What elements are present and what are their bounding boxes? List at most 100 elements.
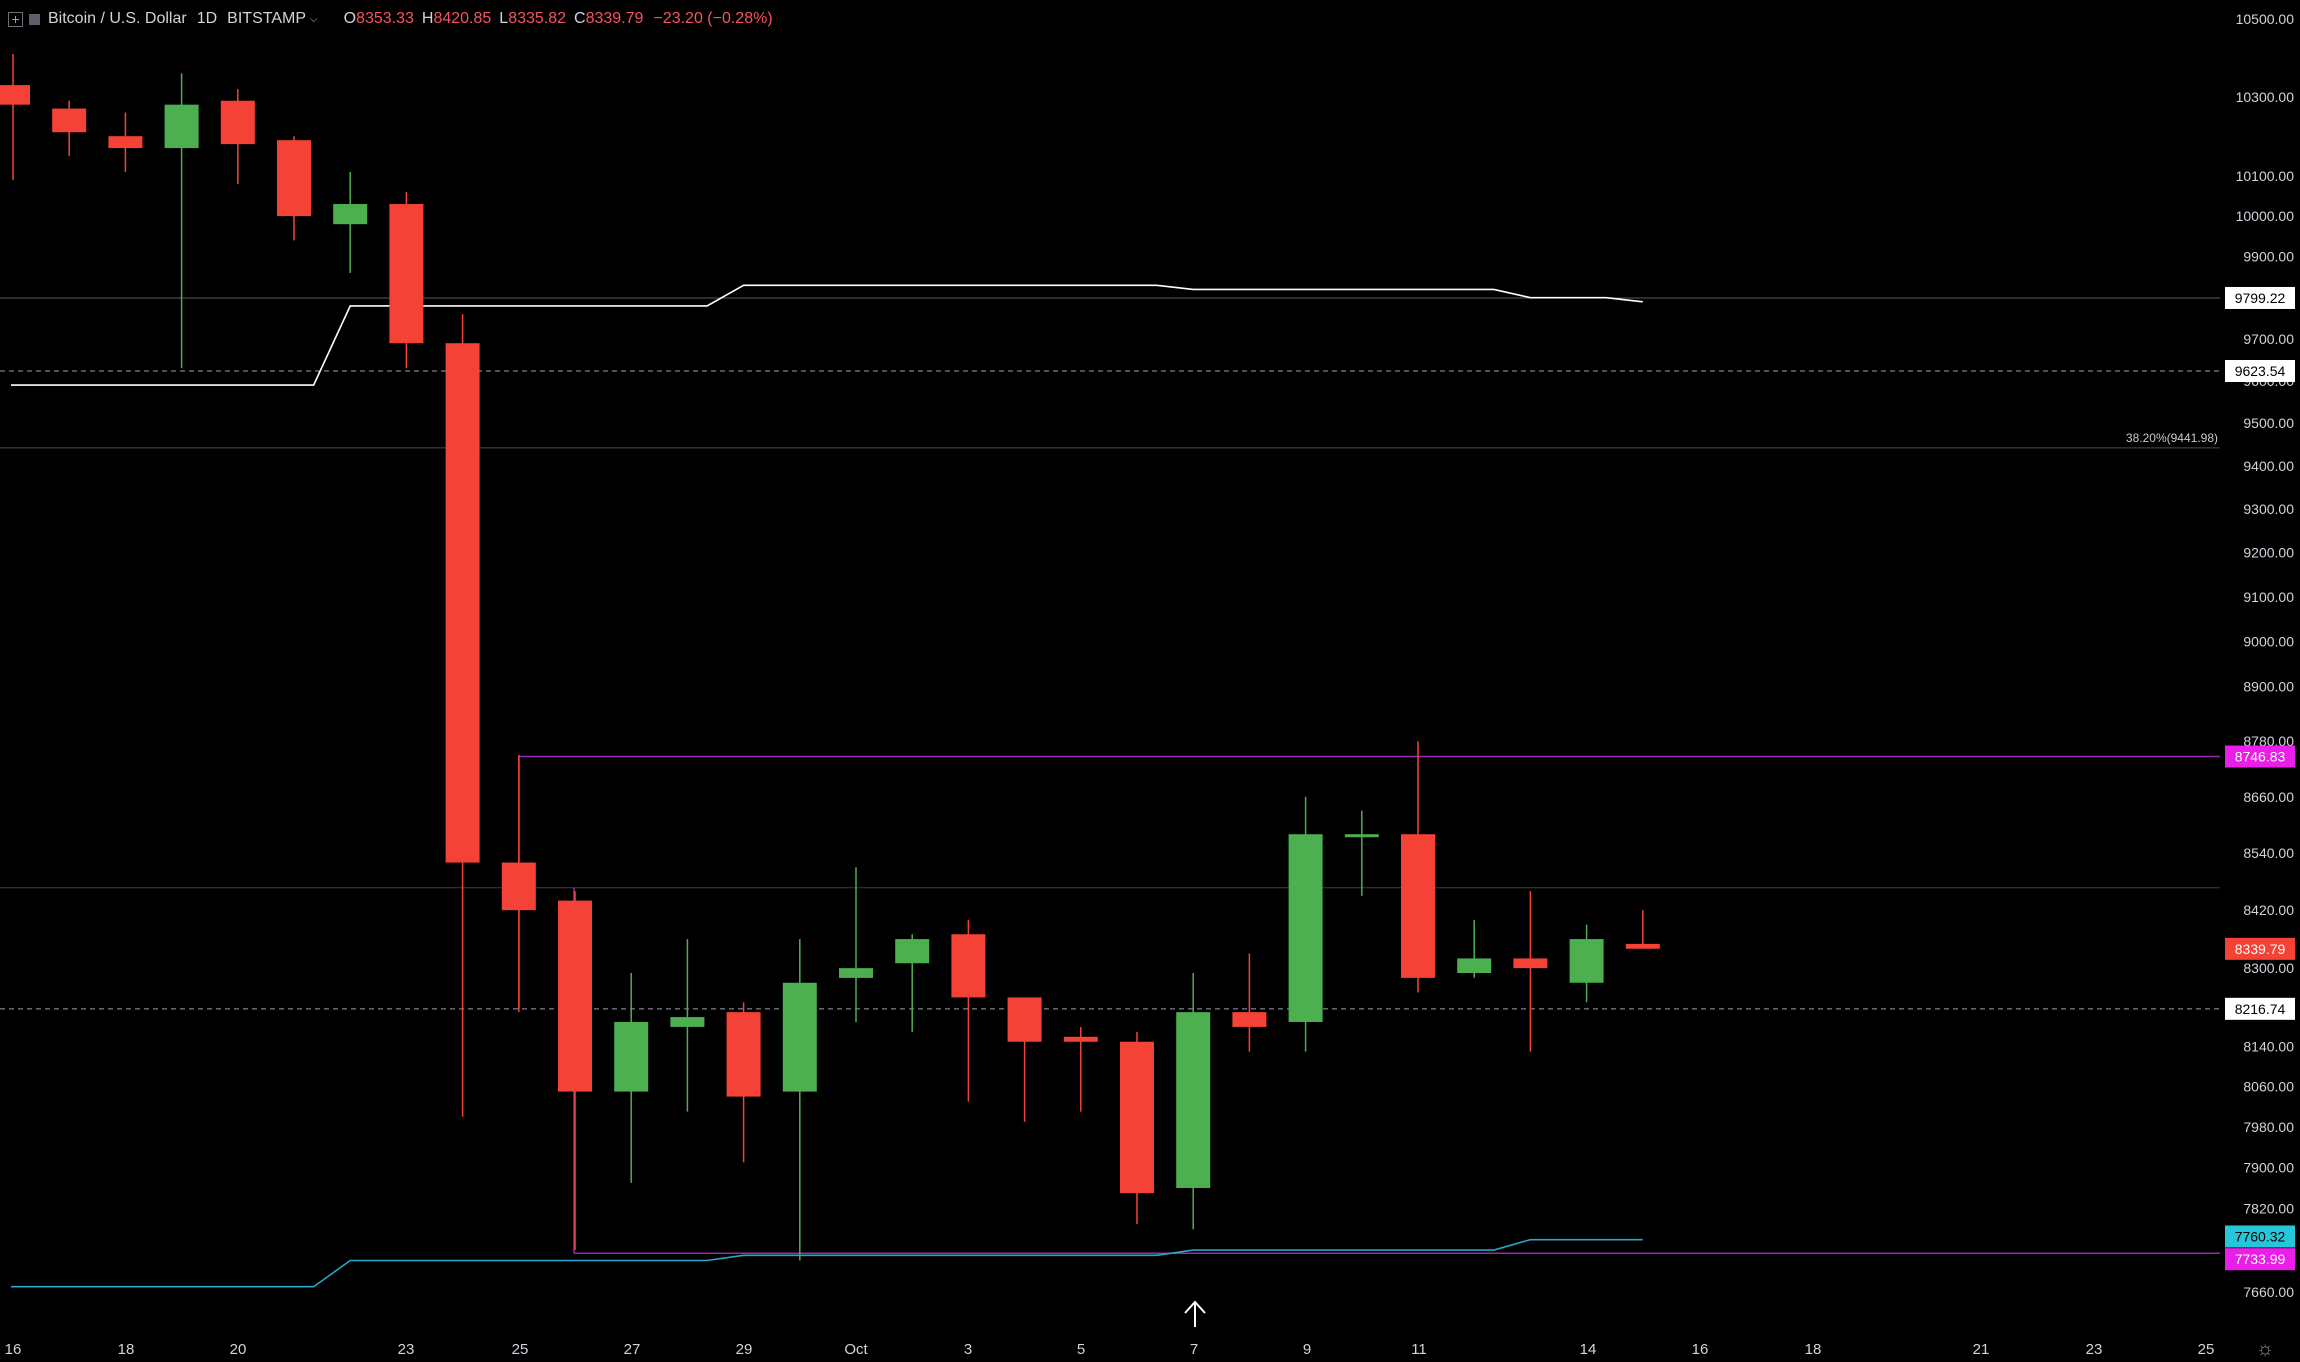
x-tick-label: 25	[2198, 1341, 2215, 1358]
candle	[895, 934, 930, 1032]
candle	[670, 939, 705, 1112]
price-label-dashed_upper: 9623.54	[2235, 363, 2286, 379]
price-label-range_top: 8746.83	[2235, 749, 2286, 765]
price-label-box	[2225, 937, 2295, 960]
candle-body	[1625, 943, 1660, 949]
y-tick-label: 10100.00	[2236, 168, 2295, 184]
price-label-upper: 9799.22	[2235, 290, 2286, 306]
price-labels: 9799.22 9623.54 8746.83 8339.79 8216.74 7733.…	[2225, 286, 2295, 1271]
candle	[333, 171, 368, 274]
x-tick-label: 27	[624, 1341, 641, 1358]
candle	[1457, 919, 1492, 978]
candle-body	[782, 982, 817, 1092]
y-tick-label: 9000.00	[2243, 633, 2294, 649]
x-tick-label: 18	[1805, 1341, 1822, 1358]
symbol-name[interactable]: Bitcoin / U.S. Dollar	[48, 10, 187, 27]
x-tick-label: 18	[118, 1341, 135, 1358]
candle-body	[445, 343, 480, 863]
candle	[220, 88, 255, 184]
y-tick-label: 8540.00	[2243, 845, 2294, 861]
high-label: H	[421, 10, 434, 27]
symbol-logo-icon	[29, 13, 40, 25]
candle-body	[614, 1021, 649, 1092]
candle-body	[1232, 1012, 1267, 1027]
candle-body	[0, 85, 30, 105]
candle	[389, 191, 424, 369]
exchange-label[interactable]: BITSTAMP	[227, 10, 306, 27]
high-value: 8420.85	[433, 10, 492, 27]
candle-body	[277, 140, 311, 217]
y-tick-label: 8060.00	[2243, 1079, 2294, 1095]
chevron-down-icon[interactable]: ⌵	[310, 13, 318, 25]
y-tick-label: 9500.00	[2243, 415, 2294, 431]
candle	[726, 1002, 761, 1163]
y-tick-label: 7820.00	[2243, 1201, 2294, 1217]
time-axis[interactable]: 16 18 20 23 25 27 29 Oct 3 5 7 9 11 14 16 18 21 23 25	[5, 1341, 2215, 1358]
candle-body	[895, 939, 930, 964]
price-label-last: 8339.79	[2235, 941, 2286, 957]
candle	[1625, 910, 1660, 949]
candle-body	[52, 108, 87, 133]
y-tick-label: 8140.00	[2243, 1039, 2294, 1055]
y-tick-label: 7660.00	[2243, 1284, 2294, 1300]
fib-level-label: 38.20%(9441.98)	[2126, 431, 2218, 445]
candle-body	[1569, 939, 1604, 983]
gear-icon[interactable]: ☼	[2255, 1338, 2275, 1360]
change-value: −23.20 (−0.28%)	[653, 10, 773, 27]
x-tick-label: 11	[1411, 1341, 1427, 1358]
open-value: 8353.33	[356, 10, 414, 27]
candle-body	[1513, 958, 1548, 969]
open-label: O	[343, 10, 357, 27]
price-label-box	[2225, 1225, 2295, 1248]
candle	[951, 919, 986, 1102]
low-value: 8335.82	[508, 10, 567, 27]
x-tick-label: 23	[398, 1341, 415, 1358]
candle	[1513, 891, 1548, 1052]
low-label: L	[499, 10, 509, 27]
candle-body	[1176, 1012, 1211, 1188]
x-tick-label: 5	[1077, 1341, 1085, 1358]
candle-body	[501, 862, 536, 911]
candle	[1120, 1031, 1154, 1225]
y-tick-label: 8300.00	[2243, 960, 2294, 976]
candle-body	[1007, 997, 1042, 1042]
x-tick-label: 21	[1973, 1341, 1990, 1358]
cursor-arrow-icon	[1184, 1300, 1206, 1327]
candle	[277, 136, 311, 241]
y-tick-label: 10000.00	[2236, 208, 2295, 224]
candle	[1344, 810, 1379, 896]
y-tick-label: 9700.00	[2243, 331, 2294, 347]
x-tick-label: 16	[5, 1341, 22, 1358]
expand-icon[interactable]	[8, 11, 23, 27]
candle-body	[558, 900, 592, 1092]
price-axis[interactable]: 10500.00 10300.00 10100.00 10000.00 9900.00 9…	[2236, 11, 2295, 1300]
candle-body	[108, 136, 143, 149]
candle	[1569, 924, 1604, 1003]
price-label-box	[2225, 1248, 2295, 1271]
candle	[501, 755, 536, 1013]
x-tick-label: 14	[1580, 1341, 1597, 1358]
close-label: C	[574, 10, 586, 27]
candle-body	[164, 104, 199, 149]
candle	[558, 891, 592, 1251]
horizontal-lines: 38.20%(9441.98)	[0, 297, 2220, 1010]
candle-body	[951, 934, 986, 998]
donchian-channels	[11, 284, 1643, 1288]
candle	[52, 100, 87, 157]
price-label-dashed_lower: 8216.74	[2235, 1001, 2286, 1017]
candle-body	[726, 1012, 761, 1097]
candle	[164, 73, 199, 369]
candle	[1401, 741, 1435, 993]
candle-body	[670, 1017, 705, 1027]
x-tick-label: 25	[512, 1341, 529, 1358]
price-label-box	[2225, 997, 2295, 1020]
candle	[1063, 1026, 1098, 1112]
candle-body	[1288, 834, 1323, 1022]
interval-label[interactable]: 1D	[196, 10, 218, 27]
price-label-lower_channel: 7760.32	[2235, 1228, 2286, 1244]
y-tick-label: 7980.00	[2243, 1119, 2294, 1135]
candle	[839, 867, 873, 1022]
candle-body	[389, 204, 424, 344]
candle	[1007, 997, 1042, 1122]
